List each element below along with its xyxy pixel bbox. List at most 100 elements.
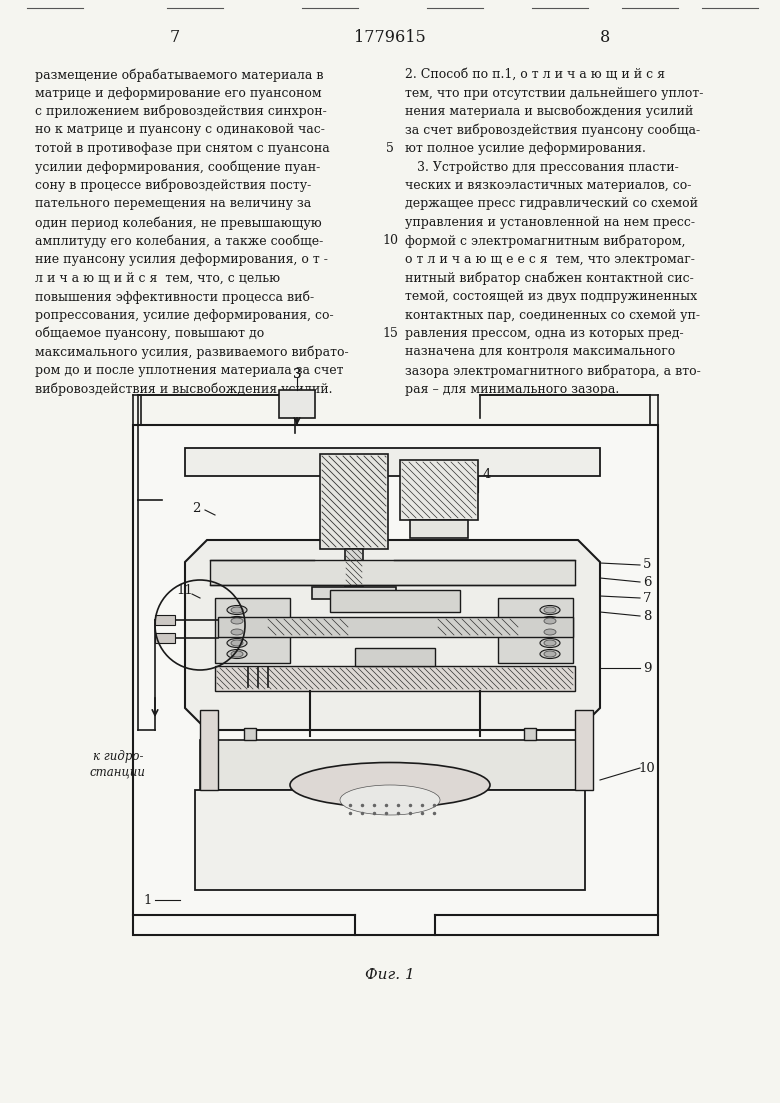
Text: 9: 9 (643, 662, 651, 675)
Bar (200, 710, 218, 790)
Text: ропрессования, усилие деформирования, со-: ропрессования, усилие деформирования, со… (35, 309, 334, 321)
Bar (400, 460, 478, 520)
Text: тем, что при отсутствии дальнейшего уплот-: тем, что при отсутствии дальнейшего упло… (405, 86, 704, 99)
Ellipse shape (544, 607, 556, 613)
Ellipse shape (227, 650, 247, 658)
Text: матрице и деформирование его пуансоном: матрице и деформирование его пуансоном (35, 86, 321, 99)
Bar (345, 549, 363, 587)
Bar (215, 666, 575, 690)
Ellipse shape (231, 618, 243, 624)
Text: пательного перемещения на величину за: пательного перемещения на величину за (35, 197, 311, 211)
Text: ческих и вязкоэластичных материалов, со-: ческих и вязкоэластичных материалов, со- (405, 179, 691, 192)
Ellipse shape (540, 628, 560, 636)
Text: управления и установленной на нем пресс-: управления и установленной на нем пресс- (405, 216, 695, 229)
Text: сону в процессе вибровоздействия посту-: сону в процессе вибровоздействия посту- (35, 179, 311, 193)
Text: 8: 8 (600, 30, 610, 46)
Bar (215, 598, 290, 663)
Text: контактных пар, соединенных со схемой уп-: контактных пар, соединенных со схемой уп… (405, 309, 700, 321)
Text: 3: 3 (292, 368, 301, 382)
Ellipse shape (231, 607, 243, 613)
Ellipse shape (231, 651, 243, 657)
Text: держащее пресс гидравлический со схемой: держащее пресс гидравлический со схемой (405, 197, 698, 211)
Text: 6: 6 (643, 576, 651, 589)
Text: ние пуансону усилия деформирования, о т -: ние пуансону усилия деформирования, о т … (35, 253, 328, 266)
Ellipse shape (544, 640, 556, 646)
Text: назначена для контроля максимального: назначена для контроля максимального (405, 345, 675, 358)
Text: тотой в противофазе при снятом с пуансона: тотой в противофазе при снятом с пуансон… (35, 142, 330, 156)
Bar (185, 448, 600, 476)
Ellipse shape (227, 606, 247, 614)
Text: формой с электромагнитным вибратором,: формой с электромагнитным вибратором, (405, 235, 686, 248)
Text: Фиг. 1: Фиг. 1 (365, 968, 415, 982)
Ellipse shape (227, 617, 247, 625)
Text: 4: 4 (483, 468, 491, 481)
Text: нитный вибратор снабжен контактной сис-: нитный вибратор снабжен контактной сис- (405, 271, 693, 285)
Bar (155, 615, 175, 625)
Bar (279, 390, 315, 418)
Text: амплитуду его колебания, а также сообще-: амплитуду его колебания, а также сообще- (35, 235, 323, 248)
Bar (355, 647, 435, 666)
Ellipse shape (540, 606, 560, 614)
Ellipse shape (540, 617, 560, 625)
Text: 1: 1 (144, 893, 152, 907)
Text: 2: 2 (192, 502, 200, 514)
Bar (410, 520, 468, 538)
Text: но к матрице и пуансону с одинаковой час-: но к матрице и пуансону с одинаковой час… (35, 124, 325, 137)
Ellipse shape (231, 640, 243, 646)
Text: усилии деформирования, сообщение пуан-: усилии деформирования, сообщение пуан- (35, 161, 321, 174)
Text: вибровоздействия и высвобождения усилий.: вибровоздействия и высвобождения усилий. (35, 383, 332, 396)
Text: 5: 5 (643, 558, 651, 571)
Text: за счет вибровоздействия пуансону сообща-: за счет вибровоздействия пуансону сообща… (405, 124, 700, 137)
Bar (200, 740, 580, 790)
Text: 11: 11 (176, 583, 193, 597)
Bar (195, 790, 585, 890)
Bar (498, 598, 573, 663)
Polygon shape (185, 540, 600, 730)
Text: темой, состоящей из двух подпружиненных: темой, состоящей из двух подпружиненных (405, 290, 697, 303)
Text: повышения эффективности процесса виб-: повышения эффективности процесса виб- (35, 290, 314, 303)
Text: равления прессом, одна из которых пред-: равления прессом, одна из которых пред- (405, 326, 683, 340)
Bar (155, 633, 175, 643)
Text: зазора электромагнитного вибратора, а вто-: зазора электромагнитного вибратора, а вт… (405, 364, 700, 377)
Ellipse shape (540, 639, 560, 647)
Text: 7: 7 (170, 30, 180, 46)
Text: л и ч а ю щ и й с я  тем, что, с целью: л и ч а ю щ и й с я тем, что, с целью (35, 271, 280, 285)
Text: 7: 7 (643, 591, 651, 604)
Text: максимального усилия, развиваемого вибрато-: максимального усилия, развиваемого вибра… (35, 345, 349, 358)
Ellipse shape (231, 629, 243, 635)
Ellipse shape (290, 762, 490, 807)
Ellipse shape (227, 639, 247, 647)
Text: 8: 8 (643, 610, 651, 622)
Ellipse shape (544, 629, 556, 635)
Bar (312, 587, 396, 599)
Text: размещение обрабатываемого материала в: размещение обрабатываемого материала в (35, 68, 324, 82)
Text: о т л и ч а ю щ е е с я  тем, что электромаг-: о т л и ч а ю щ е е с я тем, что электро… (405, 253, 695, 266)
Text: 15: 15 (382, 326, 398, 340)
Text: общаемое пуансону, повышают до: общаемое пуансону, повышают до (35, 326, 264, 341)
Text: 2. Способ по п.1, о т л и ч а ю щ и й с я: 2. Способ по п.1, о т л и ч а ю щ и й с … (405, 68, 665, 81)
Text: 3. Устройство для прессования пласти-: 3. Устройство для прессования пласти- (405, 161, 679, 173)
Text: 10: 10 (382, 235, 398, 247)
Ellipse shape (540, 650, 560, 658)
Bar (218, 617, 573, 638)
Bar (320, 454, 388, 549)
Text: 1779615: 1779615 (354, 30, 426, 46)
Text: 5: 5 (386, 142, 394, 156)
Ellipse shape (227, 628, 247, 636)
Ellipse shape (544, 618, 556, 624)
Text: ром до и после уплотнения материала за счет: ром до и после уплотнения материала за с… (35, 364, 343, 377)
Bar (330, 590, 460, 612)
Text: один период колебания, не превышающую: один период колебания, не превышающую (35, 216, 321, 229)
Text: с приложением вибровоздействия синхрон-: с приложением вибровоздействия синхрон- (35, 105, 327, 118)
Ellipse shape (340, 785, 440, 815)
Bar (210, 560, 575, 585)
Bar (575, 710, 593, 790)
Ellipse shape (544, 651, 556, 657)
Text: 10: 10 (639, 761, 655, 774)
Bar (524, 728, 536, 740)
Text: 3: 3 (292, 368, 301, 382)
Text: нения материала и высвобождения усилий: нения материала и высвобождения усилий (405, 105, 693, 118)
Text: рая – для минимального зазора.: рая – для минимального зазора. (405, 383, 619, 396)
Text: к гидро-
станции: к гидро- станции (90, 750, 146, 778)
Bar (244, 728, 256, 740)
